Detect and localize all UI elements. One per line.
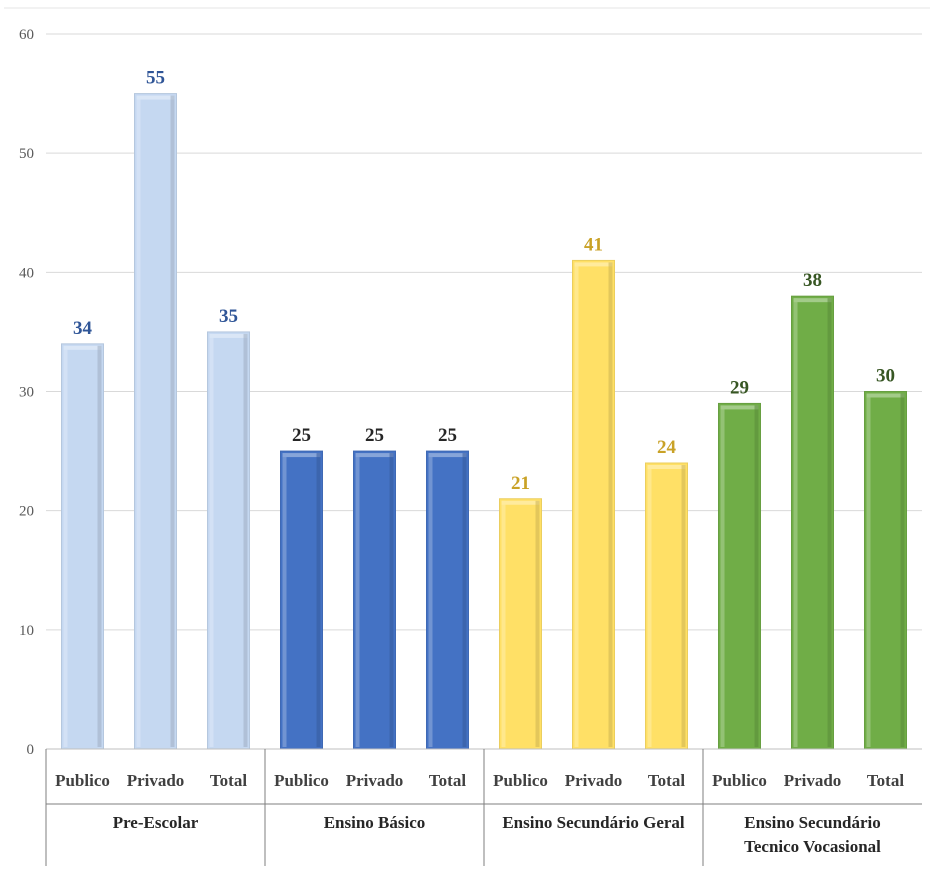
data-label: 24 (657, 437, 677, 458)
bar (61, 343, 104, 750)
y-axis-ticks: 0 10 20 30 40 50 60 (19, 27, 34, 758)
bar-left-highlight (209, 333, 214, 747)
x-category-label: Privado (565, 771, 623, 790)
x-category-label: Total (648, 771, 685, 790)
bar-left-highlight (574, 262, 579, 747)
data-label: 21 (511, 473, 530, 494)
bar-right-shadow (170, 95, 175, 748)
bar-top-highlight (355, 453, 394, 458)
data-label: 25 (365, 425, 384, 446)
x-category-label: Total (867, 771, 904, 790)
x-category-label: Publico (55, 771, 110, 790)
bar (572, 259, 615, 750)
data-label: 55 (146, 68, 165, 89)
bar-top-highlight (63, 345, 102, 350)
bar-right-shadow (97, 345, 102, 747)
y-tick-label: 20 (19, 504, 34, 520)
data-label: 41 (584, 234, 603, 255)
y-tick-label: 10 (19, 623, 34, 639)
bar (353, 450, 396, 750)
x-group-label: Tecnico Vocasional (744, 837, 881, 856)
bar-top-highlight (282, 453, 321, 458)
bar (791, 295, 834, 750)
bar-top-highlight (793, 298, 832, 303)
data-label: 25 (438, 425, 457, 446)
bar-left-highlight (428, 453, 433, 747)
bar-left-highlight (866, 393, 871, 747)
bar-right-shadow (900, 393, 905, 747)
bar-right-shadow (754, 405, 759, 747)
y-tick-label: 50 (19, 146, 34, 162)
bars (61, 93, 907, 750)
data-label: 25 (292, 425, 311, 446)
bar (499, 498, 542, 750)
data-label: 29 (730, 377, 749, 398)
bar-left-highlight (282, 453, 287, 747)
x-category-label: Total (429, 771, 466, 790)
bar-top-highlight (209, 333, 248, 338)
bar-top-highlight (647, 465, 686, 469)
bar-right-shadow (316, 453, 321, 747)
bar (134, 93, 177, 750)
bar (718, 402, 761, 750)
x-category-label: Privado (127, 771, 185, 790)
x-category-label: Publico (274, 771, 329, 790)
bar-top-highlight (428, 453, 467, 458)
bar-left-highlight (136, 95, 141, 748)
bar-right-shadow (608, 262, 613, 747)
bar (207, 331, 250, 750)
bar-left-highlight (793, 298, 798, 747)
y-tick-label: 60 (19, 27, 34, 43)
y-tick-label: 0 (27, 742, 35, 758)
bar-left-highlight (355, 453, 360, 747)
x-group-label: Ensino Básico (324, 813, 426, 832)
x-category-label: Privado (346, 771, 404, 790)
data-label: 34 (73, 318, 93, 339)
bar (280, 450, 323, 750)
x-category-label: Publico (712, 771, 767, 790)
bar-top-highlight (866, 393, 905, 398)
bar-right-shadow (827, 298, 832, 747)
data-label: 35 (219, 306, 238, 327)
x-axis: Publico Privado Total Pre-Escolar Publico Pri… (45, 748, 922, 866)
data-label: 30 (876, 366, 895, 387)
x-group-label: Ensino Secundário (744, 813, 881, 832)
data-label: 38 (803, 270, 822, 291)
bar-left-highlight (720, 405, 725, 747)
y-tick-label: 40 (19, 265, 34, 281)
bar-left-highlight (63, 345, 68, 747)
bar-top-highlight (501, 500, 540, 505)
y-tick-label: 30 (19, 385, 34, 401)
x-category-label: Publico (493, 771, 548, 790)
gridlines (4, 7, 930, 631)
bar-right-shadow (535, 500, 540, 747)
bar-top-highlight (720, 405, 759, 410)
data-labels: 34 55 35 25 25 25 21 41 24 29 38 30 (73, 68, 895, 494)
bar-right-shadow (389, 453, 394, 747)
bar-left-highlight (501, 500, 506, 747)
bar (864, 391, 907, 750)
bar-top-highlight (136, 95, 175, 100)
bar (645, 462, 688, 750)
bar (426, 450, 469, 750)
bar-right-shadow (462, 453, 467, 747)
x-group-label: Pre-Escolar (113, 813, 199, 832)
bar-top-highlight (574, 262, 613, 267)
x-group-label: Ensino Secundário Geral (502, 813, 685, 832)
x-category-label: Privado (784, 771, 842, 790)
bar-right-shadow (243, 333, 248, 747)
bar-right-shadow (681, 465, 686, 747)
bar-left-highlight (647, 465, 652, 747)
x-category-label: Total (210, 771, 247, 790)
